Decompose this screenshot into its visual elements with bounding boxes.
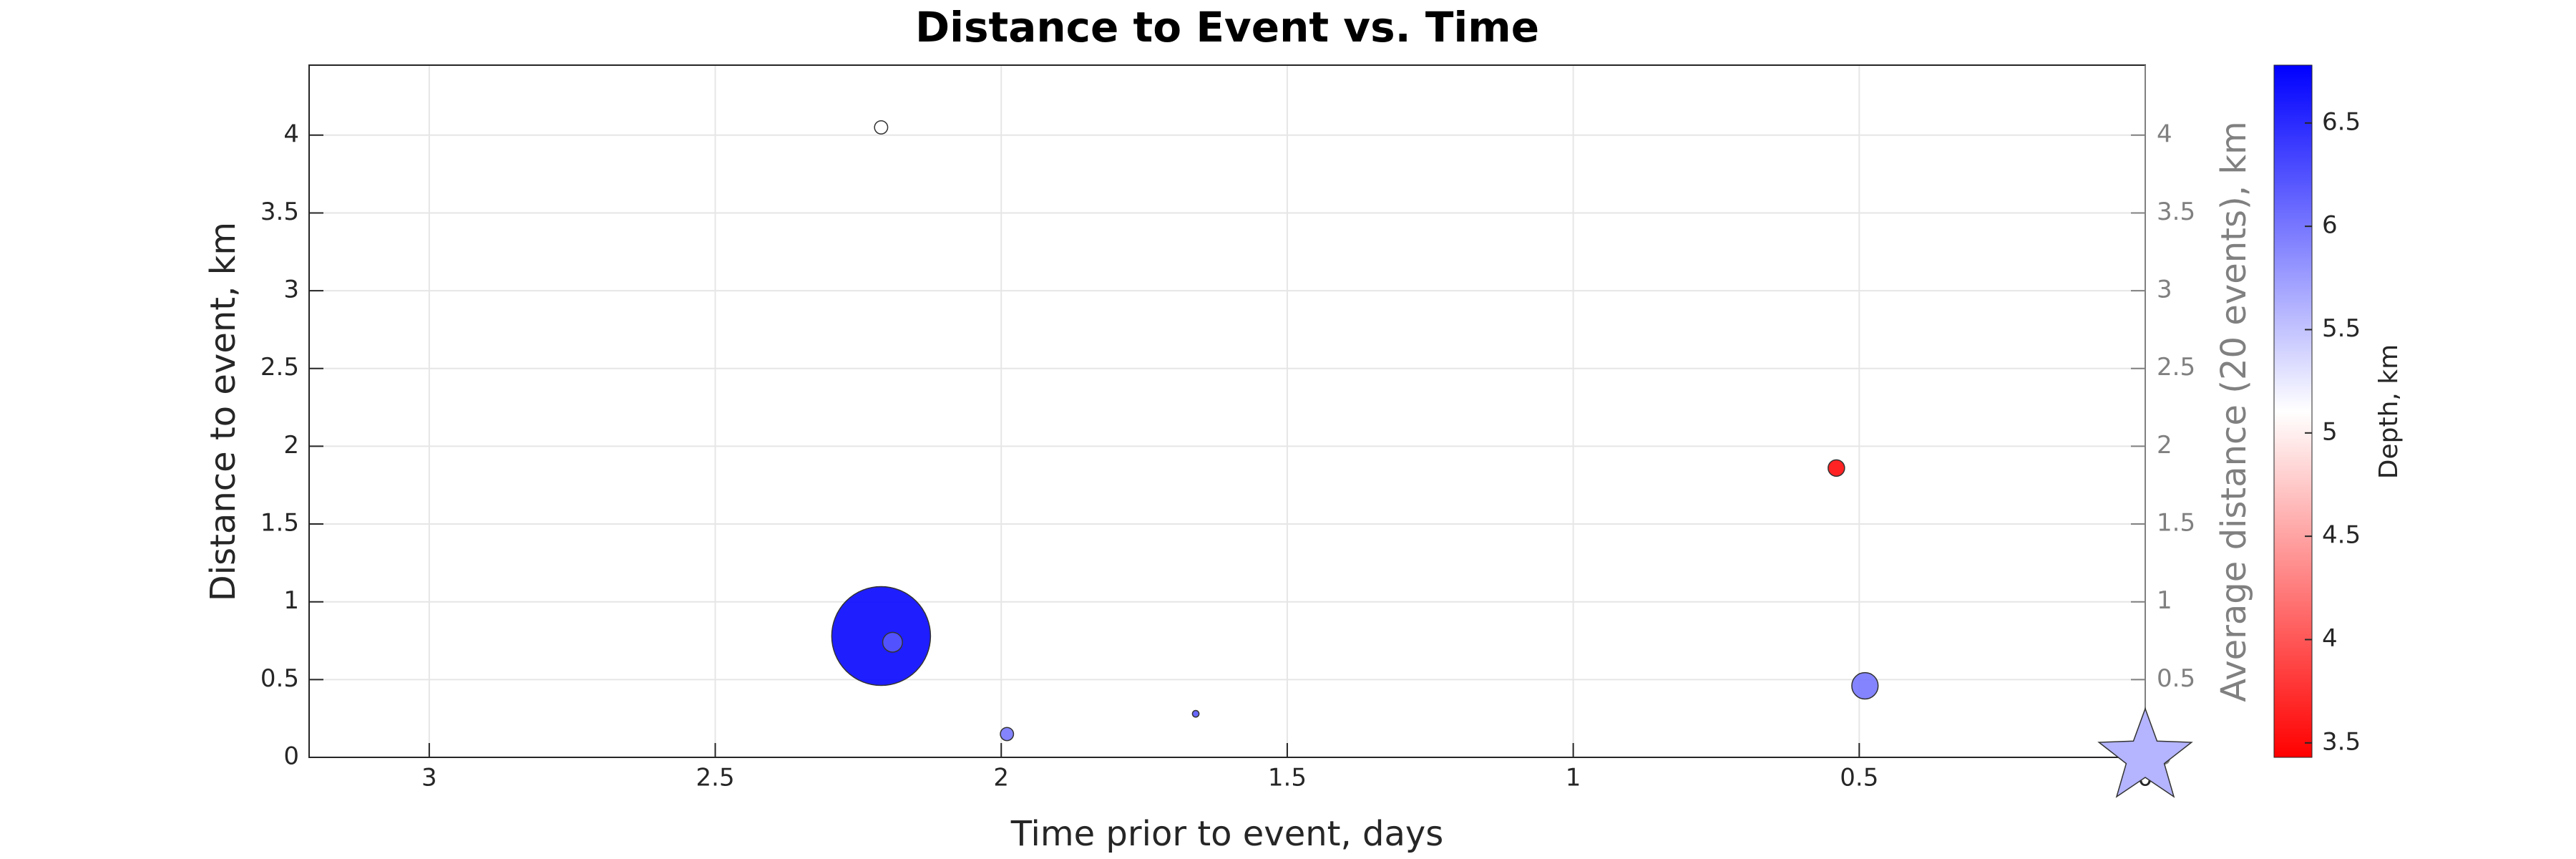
y2-tick-label: 0.5 (2157, 664, 2195, 693)
colorbar-tick-label: 5.5 (2322, 314, 2361, 343)
y-tick-label: 3.5 (260, 198, 299, 226)
x-axis-label: Time prior to event, days (1010, 814, 1444, 854)
y-tick-label: 4 (283, 120, 299, 148)
x-tick-label: 3 (421, 764, 437, 792)
y-tick-label: 0 (283, 742, 299, 771)
y-tick-label: 2.5 (260, 353, 299, 382)
y-tick-label: 3 (283, 276, 299, 304)
colorbar-tick-label: 6.5 (2322, 107, 2361, 136)
plot-frame (308, 64, 2146, 758)
bubble (1000, 727, 1015, 742)
colorbar-tick-label: 4 (2322, 624, 2338, 653)
y2-tick-label: 2.5 (2157, 353, 2195, 382)
colorbar-tick-label: 4.5 (2322, 521, 2361, 550)
x-tick-label: 1 (1566, 764, 1581, 792)
colorbar-label: Depth, km (2374, 344, 2404, 479)
x-tick-label: 2.5 (696, 764, 735, 792)
x-tick-label: 0.5 (1840, 764, 1878, 792)
y2-tick-label: 1 (2157, 586, 2172, 615)
y-axis-label: Distance to event, km (203, 222, 243, 601)
bubble (1851, 671, 1879, 700)
y2-axis-label: Average distance (20 events), km (2214, 121, 2254, 702)
colorbar-tick-label: 6 (2322, 211, 2338, 240)
colorbar-tick-label: 3.5 (2322, 727, 2361, 756)
y-tick-label: 2 (283, 431, 299, 460)
bubble (882, 631, 903, 653)
y2-tick-label: 3 (2157, 276, 2172, 304)
colorbar-tick-label: 5 (2322, 417, 2338, 446)
y2-tick-label: 4 (2157, 120, 2172, 148)
y2-tick-label: 2 (2157, 431, 2172, 460)
x-tick-label: 1.5 (1268, 764, 1307, 792)
y2-tick-label: 3.5 (2157, 198, 2195, 226)
y2-tick-label: 1.5 (2157, 509, 2195, 538)
y-tick-label: 0.5 (260, 664, 299, 693)
main-event-star (2097, 707, 2193, 798)
y-tick-label: 1 (283, 586, 299, 615)
bubble (1828, 459, 1845, 477)
y-tick-label: 1.5 (260, 509, 299, 538)
x-tick-label: 2 (993, 764, 1009, 792)
bubble (1191, 709, 1200, 718)
bubble (874, 120, 889, 135)
bubble (831, 586, 932, 686)
chart-title: Distance to Event vs. Time (915, 3, 1539, 52)
colorbar (2273, 64, 2313, 758)
